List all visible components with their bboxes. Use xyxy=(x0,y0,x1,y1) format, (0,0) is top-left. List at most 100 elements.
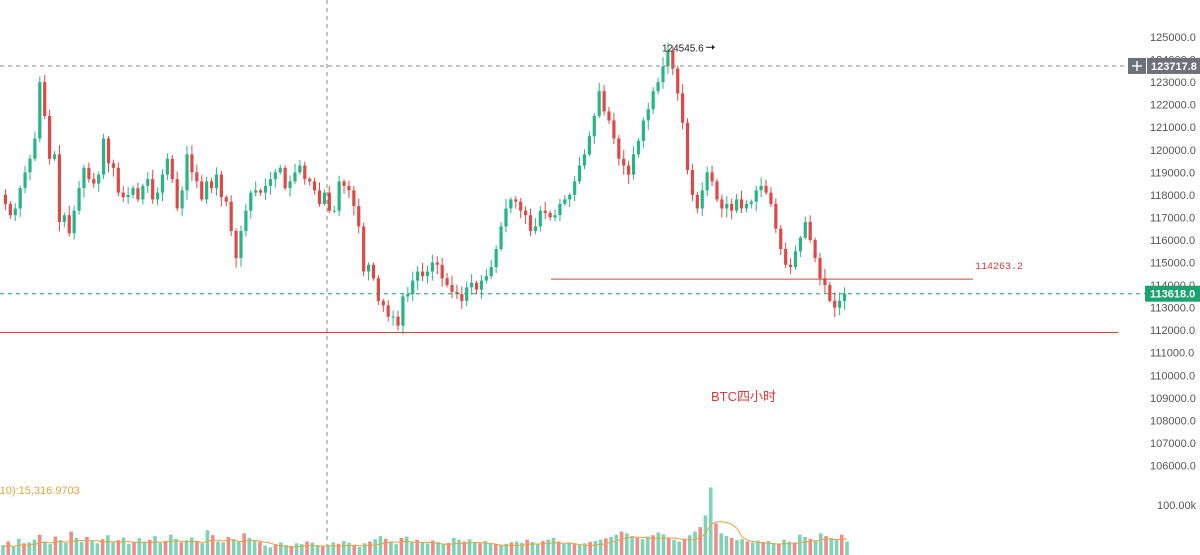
candle xyxy=(317,182,322,207)
candle-body xyxy=(681,93,685,123)
candle-body xyxy=(195,172,199,182)
volume-bar xyxy=(777,543,781,555)
candle-body xyxy=(352,190,356,207)
volume-bar xyxy=(645,536,650,555)
volume-bar xyxy=(467,539,472,555)
candle xyxy=(528,208,533,236)
candle xyxy=(396,310,400,331)
volume-bar xyxy=(310,542,315,555)
candle-body xyxy=(764,185,768,193)
candle-body xyxy=(317,190,322,204)
candle-body xyxy=(445,278,449,286)
volume-bar xyxy=(556,541,561,555)
volume-bar xyxy=(761,541,765,555)
volume-bar xyxy=(90,541,94,555)
candle-body xyxy=(273,172,277,180)
volume-bar xyxy=(719,533,723,555)
volume-bar xyxy=(268,547,273,555)
volume-bar xyxy=(740,539,744,555)
volume-bar xyxy=(729,537,734,555)
candle-body xyxy=(77,188,81,211)
candle xyxy=(450,275,454,299)
candle-body xyxy=(268,179,273,186)
volume-bar xyxy=(48,544,52,555)
candle xyxy=(371,262,376,281)
volume-bar xyxy=(336,543,341,555)
candle-body xyxy=(298,165,302,173)
volume-ma-label: (10):15,316.9703 xyxy=(0,485,80,497)
candle-body xyxy=(13,208,17,216)
high-annotation-arrow-head xyxy=(712,44,715,50)
candle-body xyxy=(523,210,528,216)
volume-bar xyxy=(205,530,210,555)
candle xyxy=(671,46,675,76)
candle-body xyxy=(460,294,464,301)
volume-bar xyxy=(640,539,645,555)
volume-bar xyxy=(58,540,63,555)
candle-body xyxy=(244,210,248,231)
candle xyxy=(548,210,552,221)
candle-body xyxy=(833,300,837,308)
volume-bar xyxy=(436,541,440,555)
candle xyxy=(3,189,8,211)
volume-bar xyxy=(121,537,126,555)
candle-body xyxy=(57,154,62,222)
y-tick-label: 120000.0 xyxy=(1150,145,1196,157)
candle xyxy=(538,206,542,232)
candle xyxy=(592,113,596,144)
y-tick-label: 123000.0 xyxy=(1150,77,1196,89)
candle xyxy=(200,175,204,202)
candle xyxy=(170,154,174,183)
candle-body xyxy=(739,199,744,209)
candle xyxy=(278,164,282,175)
candle xyxy=(121,186,125,203)
candle xyxy=(833,292,837,318)
candle xyxy=(788,258,793,275)
candle-body xyxy=(720,199,724,209)
volume-bar xyxy=(708,487,713,555)
candle-body xyxy=(396,316,400,326)
volume-bar xyxy=(106,535,110,555)
candle-body xyxy=(312,181,317,191)
volume-bar xyxy=(750,542,755,555)
volume-bar xyxy=(462,541,467,555)
candle-body xyxy=(97,174,101,184)
candle xyxy=(582,149,587,170)
candle-body xyxy=(602,91,606,112)
candle-body xyxy=(587,136,591,155)
y-tick-label: 121000.0 xyxy=(1150,122,1196,134)
candle-body xyxy=(165,158,169,175)
volume-bar xyxy=(609,537,613,555)
candle-body xyxy=(303,165,307,180)
volume-bar xyxy=(326,544,330,555)
candle-body xyxy=(592,115,596,137)
volume-bar xyxy=(116,540,121,555)
candle xyxy=(607,106,611,125)
candle xyxy=(57,145,62,232)
volume-bar xyxy=(1,545,5,555)
crosshair-price-label: 123717.8 xyxy=(1151,61,1197,73)
y-tick-label: 115000.0 xyxy=(1150,258,1195,270)
candle xyxy=(494,245,498,274)
volume-bar xyxy=(619,531,624,555)
candle-body xyxy=(18,188,22,209)
candle-body xyxy=(725,203,729,209)
volume-bar xyxy=(457,539,461,555)
candle-body xyxy=(131,188,135,195)
volume-bar xyxy=(404,536,409,555)
volume-bar xyxy=(237,541,241,555)
candle xyxy=(533,218,538,235)
candle-body xyxy=(617,138,621,159)
candle xyxy=(602,85,606,116)
candle xyxy=(813,237,817,263)
candle-body xyxy=(651,91,655,110)
volume-bar xyxy=(541,541,545,555)
candle-body xyxy=(263,185,268,193)
volume-bar xyxy=(200,543,205,555)
volume-bar xyxy=(656,532,661,555)
candle-body xyxy=(656,82,660,92)
candle xyxy=(784,242,788,269)
volume-bar xyxy=(226,537,231,555)
candle-body xyxy=(8,203,12,216)
